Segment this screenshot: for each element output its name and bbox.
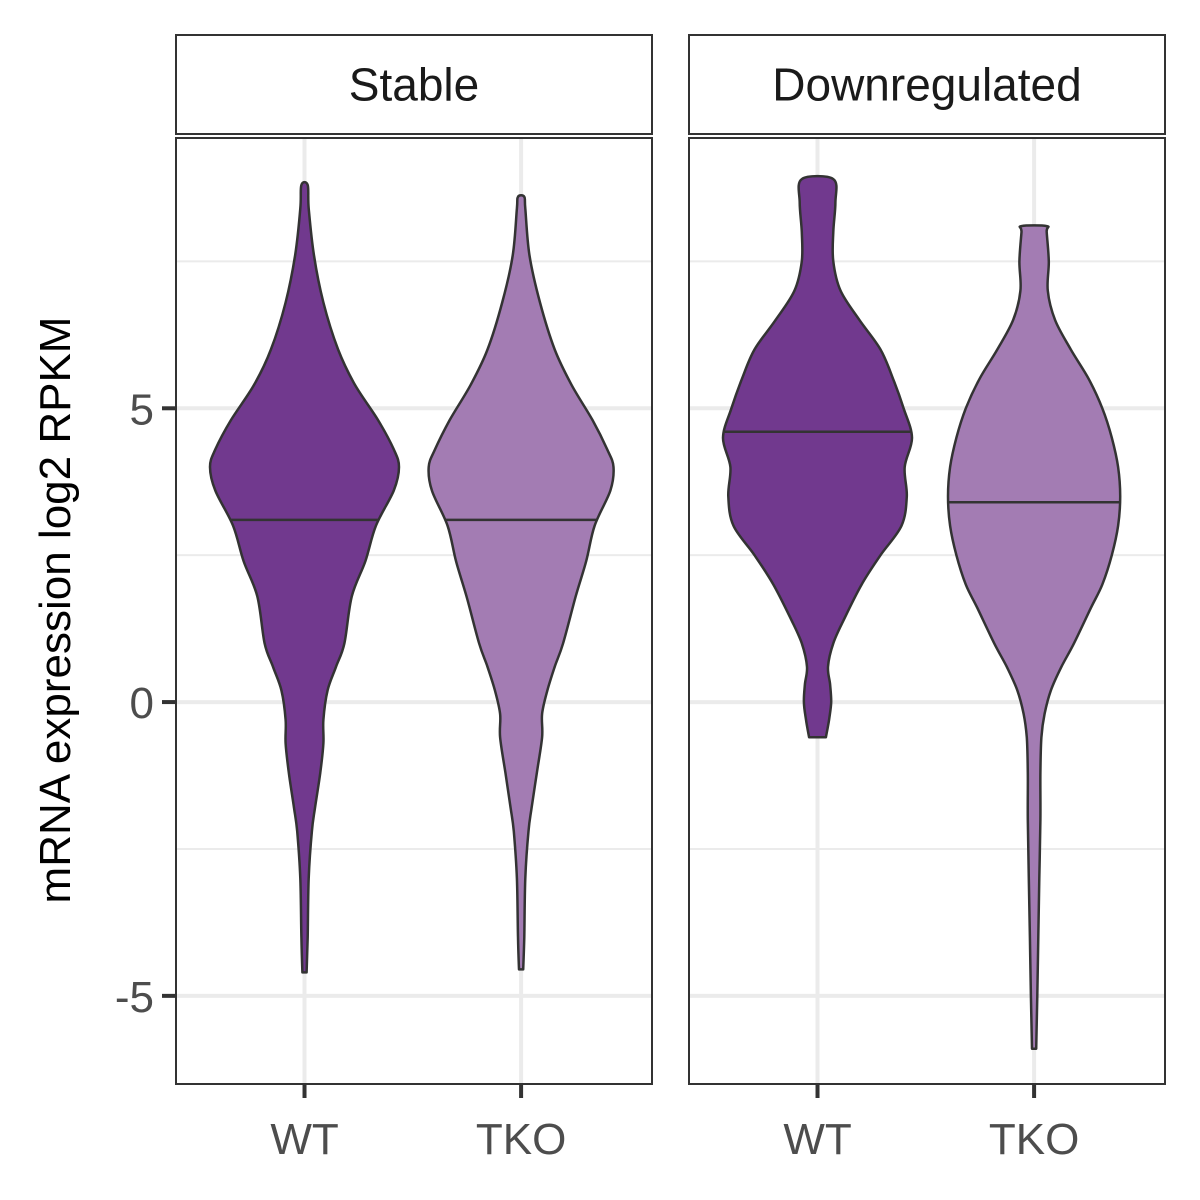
panel-downregulated: Downregulated WT TKO: [688, 34, 1166, 1164]
x-tick-label: TKO: [989, 1115, 1079, 1164]
y-tick-label: 5: [130, 385, 154, 434]
violin-wt: [208, 180, 401, 974]
x-tick-label: WT: [783, 1115, 851, 1164]
y-axis-title: mRNA expression log2 RPKM: [31, 317, 80, 904]
violin-wt: [721, 174, 914, 739]
strip-box: [688, 34, 1166, 135]
panel-border: [688, 137, 1166, 1085]
panel-stable: Stable WT TKO: [175, 34, 653, 1164]
x-tick-label: WT: [270, 1115, 338, 1164]
violin-tko: [946, 224, 1122, 1050]
plot-background: [176, 138, 652, 1084]
strip-label: Stable: [349, 59, 479, 111]
strip-label: Downregulated: [772, 59, 1081, 111]
y-axis: -5 0 5: [115, 385, 176, 1022]
panel-border: [175, 137, 653, 1085]
y-tick-label: 0: [130, 679, 154, 728]
panels-group: Stable WT TKO Downregulated WT TKO: [175, 34, 1166, 1164]
strip-box: [175, 34, 653, 135]
violin-tko: [427, 194, 615, 971]
x-tick-label: TKO: [476, 1115, 566, 1164]
plot-background: [689, 138, 1165, 1084]
y-tick-label: -5: [115, 973, 154, 1022]
